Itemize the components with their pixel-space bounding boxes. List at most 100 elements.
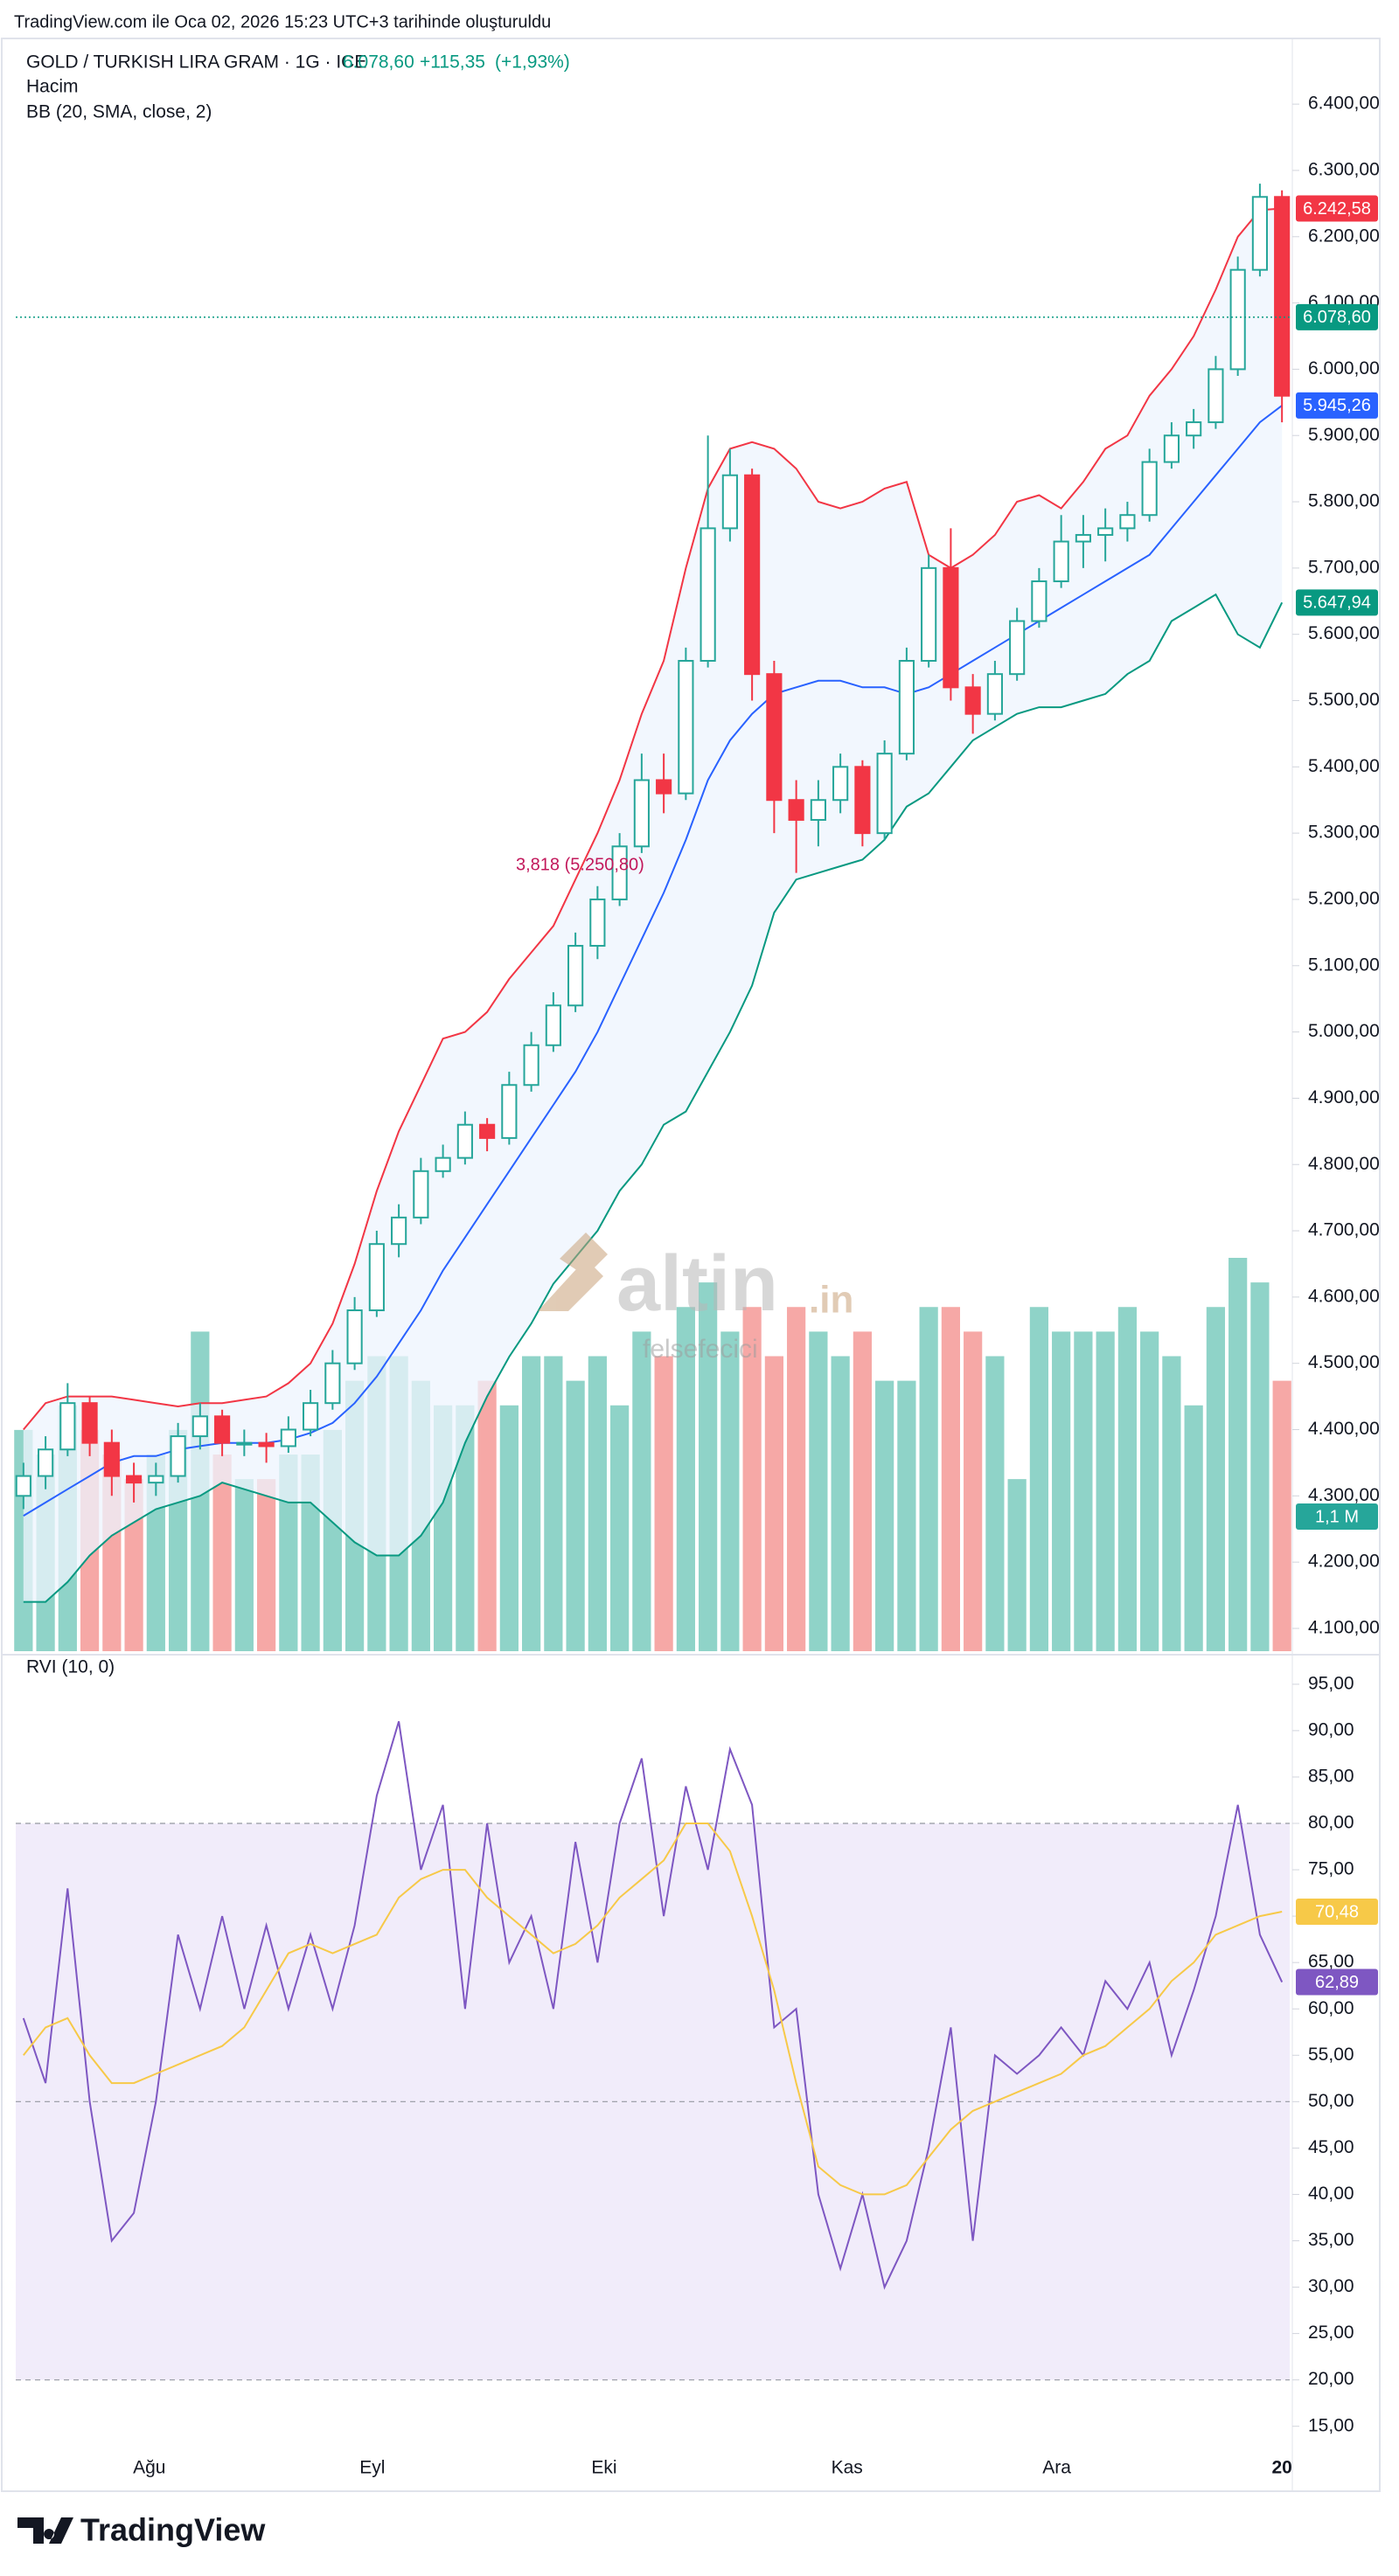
candle-body xyxy=(413,1170,429,1219)
volume-bar xyxy=(1272,1380,1291,1651)
candle-body xyxy=(1251,196,1268,271)
x-tick-label: Ağu xyxy=(133,2458,165,2478)
legend-title: GOLD / TURKISH LIRA GRAM · 1G · ICE xyxy=(26,52,366,73)
y-tick-label: 5.200,00 xyxy=(1308,888,1380,908)
y-tick-label: 55,00 xyxy=(1308,2045,1354,2065)
y-tick-label: 60,00 xyxy=(1308,1998,1354,2018)
series-label-box xyxy=(1296,1968,1378,1996)
legend-change: +115,35 xyxy=(420,52,485,73)
y-tick-label: 85,00 xyxy=(1308,1766,1354,1786)
candle-body xyxy=(214,1415,231,1444)
y-tick-label: 75,00 xyxy=(1308,1859,1354,1879)
candle-body xyxy=(1274,196,1291,397)
price-label-box xyxy=(1296,303,1378,330)
annotation: 3,818 (5.250,80) xyxy=(516,856,644,875)
candle-body xyxy=(700,527,716,663)
volume-bar xyxy=(809,1331,828,1651)
volume-bar xyxy=(279,1455,298,1651)
y-tick-label: 5.400,00 xyxy=(1308,756,1380,776)
legend-change-pct: (+1,93%) xyxy=(495,52,570,73)
candle-body xyxy=(611,845,628,900)
volume-bar xyxy=(787,1307,806,1651)
y-tick-label: 30,00 xyxy=(1308,2276,1354,2296)
volume-bar xyxy=(676,1307,695,1651)
candle-body xyxy=(346,1309,363,1364)
candle-body xyxy=(943,566,959,689)
candle-body xyxy=(1097,527,1114,536)
candle-body xyxy=(964,686,981,715)
legend-price: 6.078,60 xyxy=(343,52,414,73)
y-tick-label: 40,00 xyxy=(1308,2184,1354,2204)
candle-body xyxy=(876,753,893,835)
candle-body xyxy=(280,1428,296,1448)
volume-bar xyxy=(764,1356,783,1651)
band-fill xyxy=(23,208,1283,1602)
candle-body xyxy=(148,1475,164,1484)
lower-label: 5.647,94 xyxy=(1303,594,1371,613)
volume-bar xyxy=(875,1380,894,1651)
y-tick-label: 6.000,00 xyxy=(1308,358,1380,378)
y-tick-label: 4.600,00 xyxy=(1308,1286,1380,1306)
watermark-brand: altin xyxy=(616,1240,778,1328)
volume-bar xyxy=(212,1455,232,1651)
candle-body xyxy=(1229,268,1246,371)
y-tick-label: 90,00 xyxy=(1308,1719,1354,1739)
candle-body xyxy=(744,474,761,676)
volume-bar xyxy=(544,1356,563,1651)
volume-bar xyxy=(566,1380,585,1651)
candle-body xyxy=(854,766,871,835)
watermark-suffix: .in xyxy=(809,1279,853,1322)
y-tick-label: 5.100,00 xyxy=(1308,955,1380,975)
y-tick-label: 45,00 xyxy=(1308,2137,1354,2157)
volume-bar xyxy=(831,1356,850,1651)
candle-body xyxy=(59,1402,76,1451)
candle-body xyxy=(170,1435,186,1477)
y-tick-label: 5.600,00 xyxy=(1308,623,1380,643)
candle-body xyxy=(1009,620,1026,676)
lower-label-box xyxy=(1296,589,1378,616)
volume-bar xyxy=(1007,1479,1027,1651)
pane-title: RVI (10, 0) xyxy=(26,1657,115,1677)
candle-body xyxy=(656,779,672,795)
volume-bar xyxy=(720,1331,740,1651)
candle-body xyxy=(303,1402,319,1431)
candle-body xyxy=(810,799,826,821)
volume-bar xyxy=(1228,1258,1248,1651)
volume-bar xyxy=(964,1331,983,1651)
candle-body xyxy=(126,1475,143,1484)
upper-label-box xyxy=(1296,195,1378,222)
candle-body xyxy=(898,660,915,755)
volume-bar xyxy=(853,1331,872,1651)
volume-bar xyxy=(234,1479,254,1651)
volume-label: 1,1 M xyxy=(1315,1507,1359,1526)
candle-body xyxy=(103,1441,120,1477)
volume-bar xyxy=(610,1405,630,1651)
volume-bar xyxy=(897,1380,916,1651)
candle-body xyxy=(479,1123,496,1139)
candle-body xyxy=(1186,421,1202,437)
volume-bar xyxy=(1029,1307,1049,1651)
rvi-line xyxy=(22,1721,1284,2290)
basis-label: 5.945,26 xyxy=(1303,396,1371,415)
series-label: 62,89 xyxy=(1315,1973,1359,1992)
y-tick-label: 15,00 xyxy=(1308,2415,1354,2435)
band-lower xyxy=(23,593,1284,1603)
candle-body xyxy=(832,766,849,802)
y-tick-label: 4.300,00 xyxy=(1308,1485,1380,1505)
candle-body xyxy=(523,1044,539,1087)
upper-label: 6.242,58 xyxy=(1303,199,1371,219)
candle-body xyxy=(986,673,1003,715)
volume-bar xyxy=(699,1282,718,1651)
y-tick-label: 4.200,00 xyxy=(1308,1552,1380,1572)
candle-body xyxy=(501,1084,518,1139)
y-tick-label: 35,00 xyxy=(1308,2230,1354,2250)
volume-bar xyxy=(588,1356,607,1651)
candle-body xyxy=(1163,434,1180,463)
volume-bar xyxy=(456,1405,475,1651)
y-tick-label: 4.100,00 xyxy=(1308,1617,1380,1637)
volume-label-box xyxy=(1296,1503,1378,1530)
volume-bar xyxy=(742,1307,762,1651)
series-label: 70,48 xyxy=(1315,1902,1359,1921)
volume-bar xyxy=(985,1356,1005,1651)
volume-bar xyxy=(654,1356,673,1651)
